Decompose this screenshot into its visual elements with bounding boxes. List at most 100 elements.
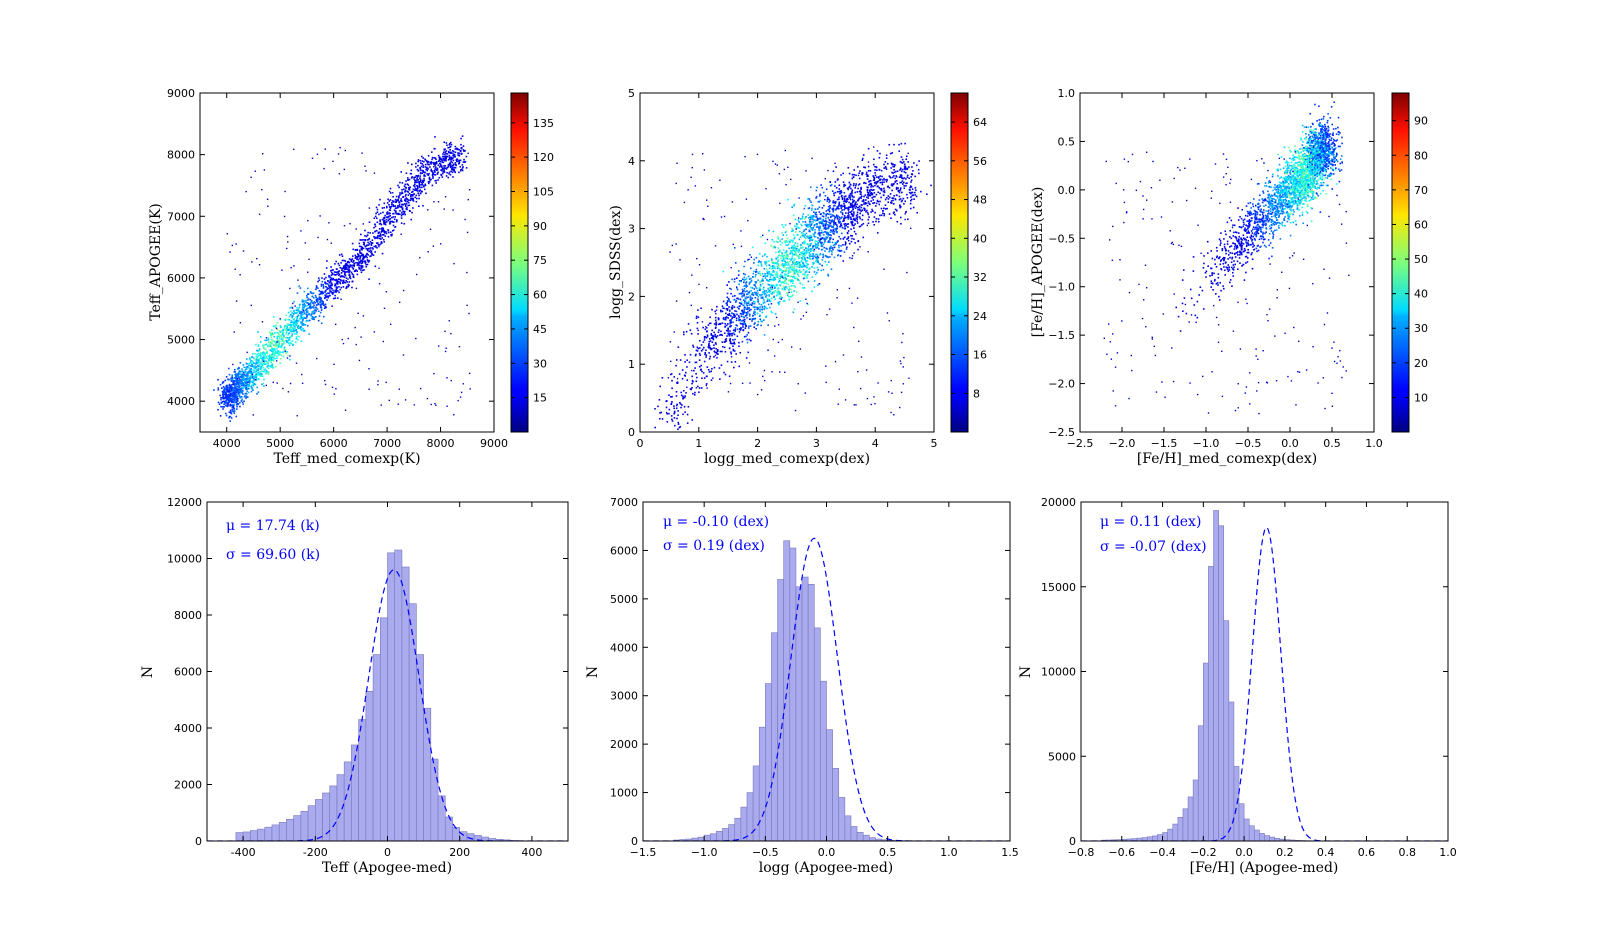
outlier-cell xyxy=(419,256,421,259)
density-cell xyxy=(320,305,322,308)
density-cell xyxy=(726,308,729,310)
density-cell xyxy=(764,277,767,279)
density-cell xyxy=(285,330,288,333)
density-cell xyxy=(864,166,867,169)
density-cell xyxy=(799,247,802,249)
density-cell xyxy=(811,266,813,268)
density-cell xyxy=(843,197,846,200)
density-cell xyxy=(401,188,403,191)
density-cell xyxy=(722,346,724,348)
density-cell xyxy=(742,319,745,322)
density-cell xyxy=(288,342,291,345)
density-cell xyxy=(233,380,236,382)
density-cell xyxy=(239,375,242,378)
density-cell xyxy=(282,355,285,358)
density-cell xyxy=(244,369,247,371)
density-cell xyxy=(228,383,231,386)
density-cell xyxy=(321,303,324,306)
density-cell xyxy=(364,229,366,232)
density-cell xyxy=(287,342,290,344)
density-cell xyxy=(400,206,403,209)
density-cell xyxy=(732,348,735,351)
density-cell xyxy=(405,180,407,182)
density-cell xyxy=(381,234,384,236)
density-cell xyxy=(276,339,279,341)
x-tick-label: 9000 xyxy=(480,437,508,450)
density-cell xyxy=(269,349,272,352)
density-cell xyxy=(296,315,299,318)
outlier-cell xyxy=(296,415,298,417)
density-cell xyxy=(843,202,845,205)
density-cell xyxy=(830,250,833,252)
density-cell xyxy=(286,339,288,342)
outlier-cell xyxy=(308,303,310,306)
density-cell xyxy=(374,225,377,228)
density-cell xyxy=(373,245,376,248)
density-cell xyxy=(704,335,706,338)
density-cell xyxy=(303,290,306,293)
density-cell xyxy=(268,359,270,361)
density-cell xyxy=(232,396,234,399)
density-cell xyxy=(827,241,830,243)
density-cell xyxy=(742,312,745,315)
density-cell xyxy=(367,254,369,256)
density-cell xyxy=(446,166,449,169)
density-cell xyxy=(771,268,773,270)
outlier-cell xyxy=(358,266,360,269)
density-cell xyxy=(888,186,891,189)
density-cell xyxy=(275,343,277,345)
density-cell xyxy=(421,172,424,175)
density-cell xyxy=(403,185,406,187)
density-cell xyxy=(263,354,265,357)
density-cell xyxy=(271,329,273,332)
density-cell xyxy=(803,273,805,276)
density-cell xyxy=(784,231,787,234)
density-cell xyxy=(444,151,447,153)
density-cell xyxy=(806,248,808,250)
density-cell xyxy=(236,391,239,394)
density-cell xyxy=(267,372,270,374)
density-cell xyxy=(305,317,308,319)
density-cell xyxy=(755,327,757,330)
density-cell xyxy=(449,146,451,149)
density-cell xyxy=(369,240,372,243)
density-cell xyxy=(451,158,453,160)
density-cell xyxy=(272,333,275,336)
density-cell xyxy=(349,275,351,278)
density-cell xyxy=(453,168,455,171)
outlier-cell xyxy=(276,341,278,343)
outlier-cell xyxy=(468,189,471,191)
density-cell xyxy=(730,321,733,324)
density-cell xyxy=(828,210,831,213)
density-cell xyxy=(780,268,782,271)
density-cell xyxy=(816,186,818,189)
outlier-cell xyxy=(258,264,261,266)
density-cell xyxy=(266,339,268,342)
density-cell xyxy=(309,306,311,308)
density-cell xyxy=(265,348,267,351)
density-cell xyxy=(775,276,777,278)
density-cell xyxy=(256,369,258,371)
density-cell xyxy=(758,308,761,311)
density-cell xyxy=(460,137,462,140)
density-cell xyxy=(331,305,333,307)
density-cell xyxy=(238,371,241,373)
y-axis-label: Teff_APOGEE(K) xyxy=(148,203,164,321)
density-cell xyxy=(220,397,222,399)
density-cell xyxy=(237,386,240,388)
density-cell xyxy=(276,331,278,334)
colorbar-tick-label: 15 xyxy=(533,392,547,405)
density-cell xyxy=(291,335,293,338)
density-cell xyxy=(288,338,291,341)
density-cell xyxy=(669,373,672,376)
density-cell xyxy=(326,299,328,301)
density-cell xyxy=(758,286,761,289)
density-cell xyxy=(249,377,252,380)
density-cell xyxy=(270,364,272,367)
density-cell xyxy=(331,287,333,290)
density-cell xyxy=(749,299,752,302)
density-cell xyxy=(317,280,319,283)
density-cell xyxy=(348,284,350,286)
density-cell xyxy=(761,283,764,285)
density-cell xyxy=(360,233,362,236)
